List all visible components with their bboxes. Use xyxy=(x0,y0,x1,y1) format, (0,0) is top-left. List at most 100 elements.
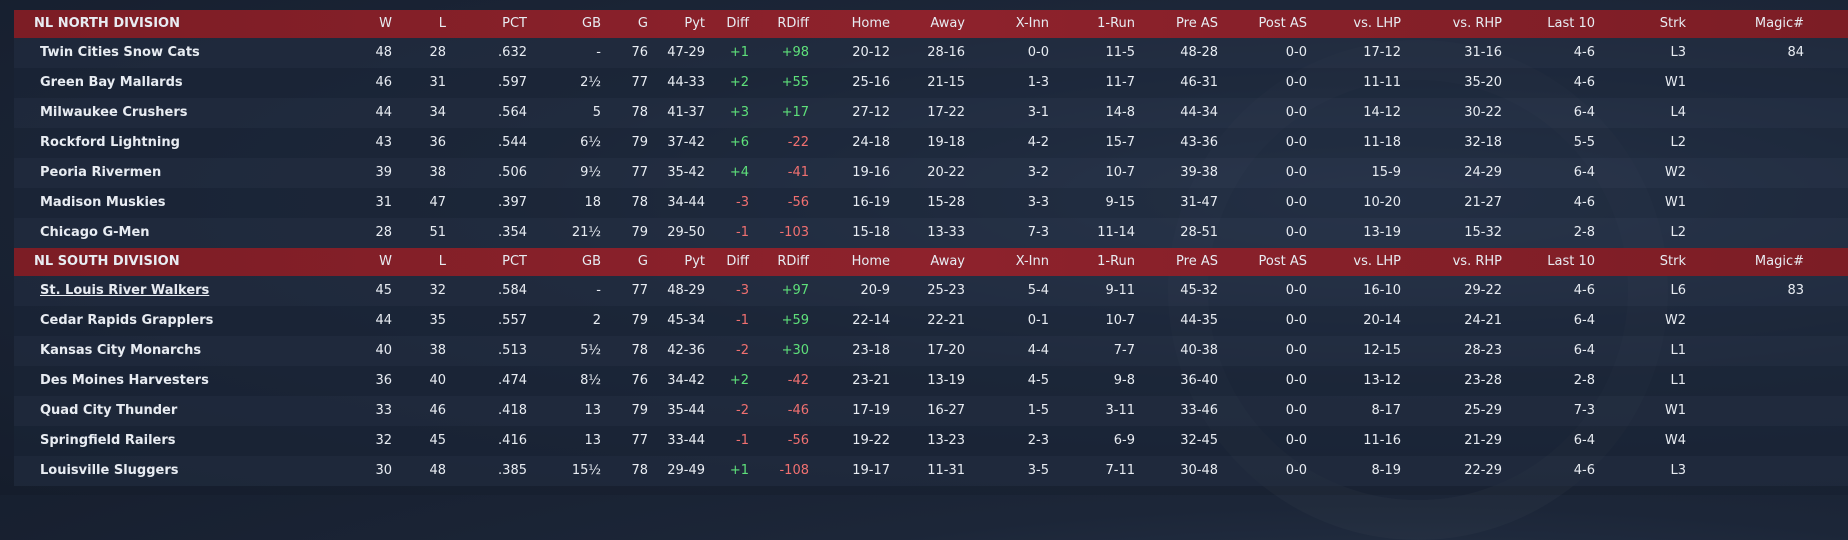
team-name-link[interactable]: Louisville Sluggers xyxy=(40,463,179,478)
cell-diff: -3 xyxy=(736,195,749,210)
team-row[interactable]: Milwaukee Crushers 44 34 .564 5 78 41-37 +3 +17 2… xyxy=(14,98,1848,128)
team-row[interactable]: Springfield Railers 32 45 .416 13 77 33-44 -1 -5… xyxy=(14,426,1848,456)
column-header-pre-all-star[interactable]: Pre AS xyxy=(1176,254,1218,269)
column-header-games[interactable]: G xyxy=(637,254,648,269)
cell-last-10: 6-4 xyxy=(1573,313,1595,328)
column-header-post-all-star[interactable]: Post AS xyxy=(1258,254,1307,269)
team-name-link[interactable]: Chicago G-Men xyxy=(40,225,150,240)
cell-wins: 45 xyxy=(375,283,392,298)
column-header-vs-lhp[interactable]: vs. LHP xyxy=(1353,16,1401,31)
cell-extra-innings: 1-3 xyxy=(1027,75,1049,90)
column-header-last-10[interactable]: Last 10 xyxy=(1547,16,1595,31)
column-header-run-diff[interactable]: RDiff xyxy=(777,254,809,269)
team-row[interactable]: Des Moines Harvesters 36 40 .474 8½ 76 34-42 +2… xyxy=(14,366,1848,396)
cell-vs-lhp: 16-10 xyxy=(1363,283,1401,298)
column-header-pct[interactable]: PCT xyxy=(502,254,527,269)
column-header-streak[interactable]: Strk xyxy=(1659,16,1686,31)
team-row[interactable]: Quad City Thunder 33 46 .418 13 79 35-44 -2 -46 1… xyxy=(14,396,1848,426)
division-title: NL NORTH DIVISION xyxy=(34,16,180,31)
cell-post-all-star: 0-0 xyxy=(1285,75,1307,90)
cell-losses: 36 xyxy=(429,135,446,150)
column-header-magic-number[interactable]: Magic# xyxy=(1754,254,1804,269)
cell-last-10: 4-6 xyxy=(1573,195,1595,210)
cell-streak: W1 xyxy=(1664,403,1686,418)
cell-pythag: 45-34 xyxy=(667,313,705,328)
column-header-magic-number[interactable]: Magic# xyxy=(1754,16,1804,31)
column-header-vs-lhp[interactable]: vs. LHP xyxy=(1353,254,1401,269)
column-header-streak[interactable]: Strk xyxy=(1659,254,1686,269)
cell-games-back: 13 xyxy=(584,403,601,418)
team-row[interactable]: Madison Muskies 31 47 .397 18 78 34-44 -3 -56 16-… xyxy=(14,188,1848,218)
cell-vs-rhp: 29-22 xyxy=(1464,283,1502,298)
cell-diff: -2 xyxy=(736,403,749,418)
cell-run-diff: -22 xyxy=(787,135,809,150)
team-row[interactable]: Chicago G-Men 28 51 .354 21½ 79 29-50 -1 -103 15-… xyxy=(14,218,1848,248)
cell-pre-all-star: 44-35 xyxy=(1180,313,1218,328)
column-header-pre-all-star[interactable]: Pre AS xyxy=(1176,16,1218,31)
column-header-one-run[interactable]: 1-Run xyxy=(1097,254,1135,269)
team-name-link[interactable]: Green Bay Mallards xyxy=(40,75,183,90)
cell-last-10: 4-6 xyxy=(1573,463,1595,478)
cell-pct: .416 xyxy=(498,433,527,448)
team-row[interactable]: Twin Cities Snow Cats 48 28 .632 - 76 47-29 +1 +… xyxy=(14,38,1848,68)
cell-vs-lhp: 12-15 xyxy=(1363,343,1401,358)
cell-losses: 32 xyxy=(429,283,446,298)
team-name-link[interactable]: Kansas City Monarchs xyxy=(40,343,202,358)
team-name-link[interactable]: Des Moines Harvesters xyxy=(40,373,209,388)
team-name-link[interactable]: Twin Cities Snow Cats xyxy=(40,45,200,60)
column-header-losses[interactable]: L xyxy=(438,16,446,31)
cell-games-back: 21½ xyxy=(571,225,601,240)
team-name-link[interactable]: Milwaukee Crushers xyxy=(40,105,188,120)
cell-extra-innings: 2-3 xyxy=(1027,433,1049,448)
cell-diff: -3 xyxy=(736,283,749,298)
team-row[interactable]: Green Bay Mallards 46 31 .597 2½ 77 44-33 +2 +55… xyxy=(14,68,1848,98)
team-name-link[interactable]: Quad City Thunder xyxy=(40,403,178,418)
column-header-home[interactable]: Home xyxy=(851,16,890,31)
column-header-pythag[interactable]: Pyt xyxy=(684,254,705,269)
column-header-games-back[interactable]: GB xyxy=(582,16,601,31)
cell-losses: 35 xyxy=(429,313,446,328)
team-name-link[interactable]: Springfield Railers xyxy=(40,433,176,448)
column-header-vs-rhp[interactable]: vs. RHP xyxy=(1452,16,1502,31)
cell-run-diff: -41 xyxy=(787,165,809,180)
cell-post-all-star: 0-0 xyxy=(1285,403,1307,418)
column-header-post-all-star[interactable]: Post AS xyxy=(1258,16,1307,31)
column-header-last-10[interactable]: Last 10 xyxy=(1547,254,1595,269)
column-header-one-run[interactable]: 1-Run xyxy=(1097,16,1135,31)
cell-games-back: 5 xyxy=(592,105,601,120)
team-row[interactable]: Cedar Rapids Grapplers 44 35 .557 2 79 45-34 -1… xyxy=(14,306,1848,336)
column-header-home[interactable]: Home xyxy=(851,254,890,269)
cell-pct: .597 xyxy=(498,75,527,90)
column-header-diff[interactable]: Diff xyxy=(726,16,749,31)
column-header-diff[interactable]: Diff xyxy=(726,254,749,269)
column-header-pct[interactable]: PCT xyxy=(502,16,527,31)
team-name-link[interactable]: Peoria Rivermen xyxy=(40,165,162,180)
team-name-link[interactable]: Cedar Rapids Grapplers xyxy=(40,313,214,328)
team-name-link[interactable]: Rockford Lightning xyxy=(40,135,180,150)
cell-wins: 31 xyxy=(375,195,392,210)
column-header-games-back[interactable]: GB xyxy=(582,254,601,269)
column-header-games[interactable]: G xyxy=(637,16,648,31)
team-row[interactable]: Kansas City Monarchs 40 38 .513 5½ 78 42-36 -2 +… xyxy=(14,336,1848,366)
column-header-away[interactable]: Away xyxy=(930,16,965,31)
team-name-link[interactable]: St. Louis River Walkers xyxy=(40,283,210,298)
column-header-run-diff[interactable]: RDiff xyxy=(777,16,809,31)
column-header-extra-innings[interactable]: X-Inn xyxy=(1015,16,1049,31)
cell-away: 17-22 xyxy=(927,105,965,120)
column-header-wins[interactable]: W xyxy=(379,16,392,31)
column-header-vs-rhp[interactable]: vs. RHP xyxy=(1452,254,1502,269)
team-name-link[interactable]: Madison Muskies xyxy=(40,195,166,210)
cell-one-run: 9-11 xyxy=(1105,283,1135,298)
team-row[interactable]: Rockford Lightning 43 36 .544 6½ 79 37-42 +6 -22… xyxy=(14,128,1848,158)
team-row[interactable]: St. Louis River Walkers 45 32 .584 - 77 48-29 -… xyxy=(14,276,1848,306)
team-row[interactable]: Louisville Sluggers 30 48 .385 15½ 78 29-49 +1 -… xyxy=(14,456,1848,486)
column-header-away[interactable]: Away xyxy=(930,254,965,269)
team-row[interactable]: Peoria Rivermen 39 38 .506 9½ 77 35-42 +4 -41 19-… xyxy=(14,158,1848,188)
column-header-losses[interactable]: L xyxy=(438,254,446,269)
column-header-pythag[interactable]: Pyt xyxy=(684,16,705,31)
column-header-extra-innings[interactable]: X-Inn xyxy=(1015,254,1049,269)
cell-streak: L2 xyxy=(1670,135,1686,150)
cell-vs-rhp: 24-21 xyxy=(1464,313,1502,328)
column-header-wins[interactable]: W xyxy=(379,254,392,269)
cell-pre-all-star: 39-38 xyxy=(1180,165,1218,180)
